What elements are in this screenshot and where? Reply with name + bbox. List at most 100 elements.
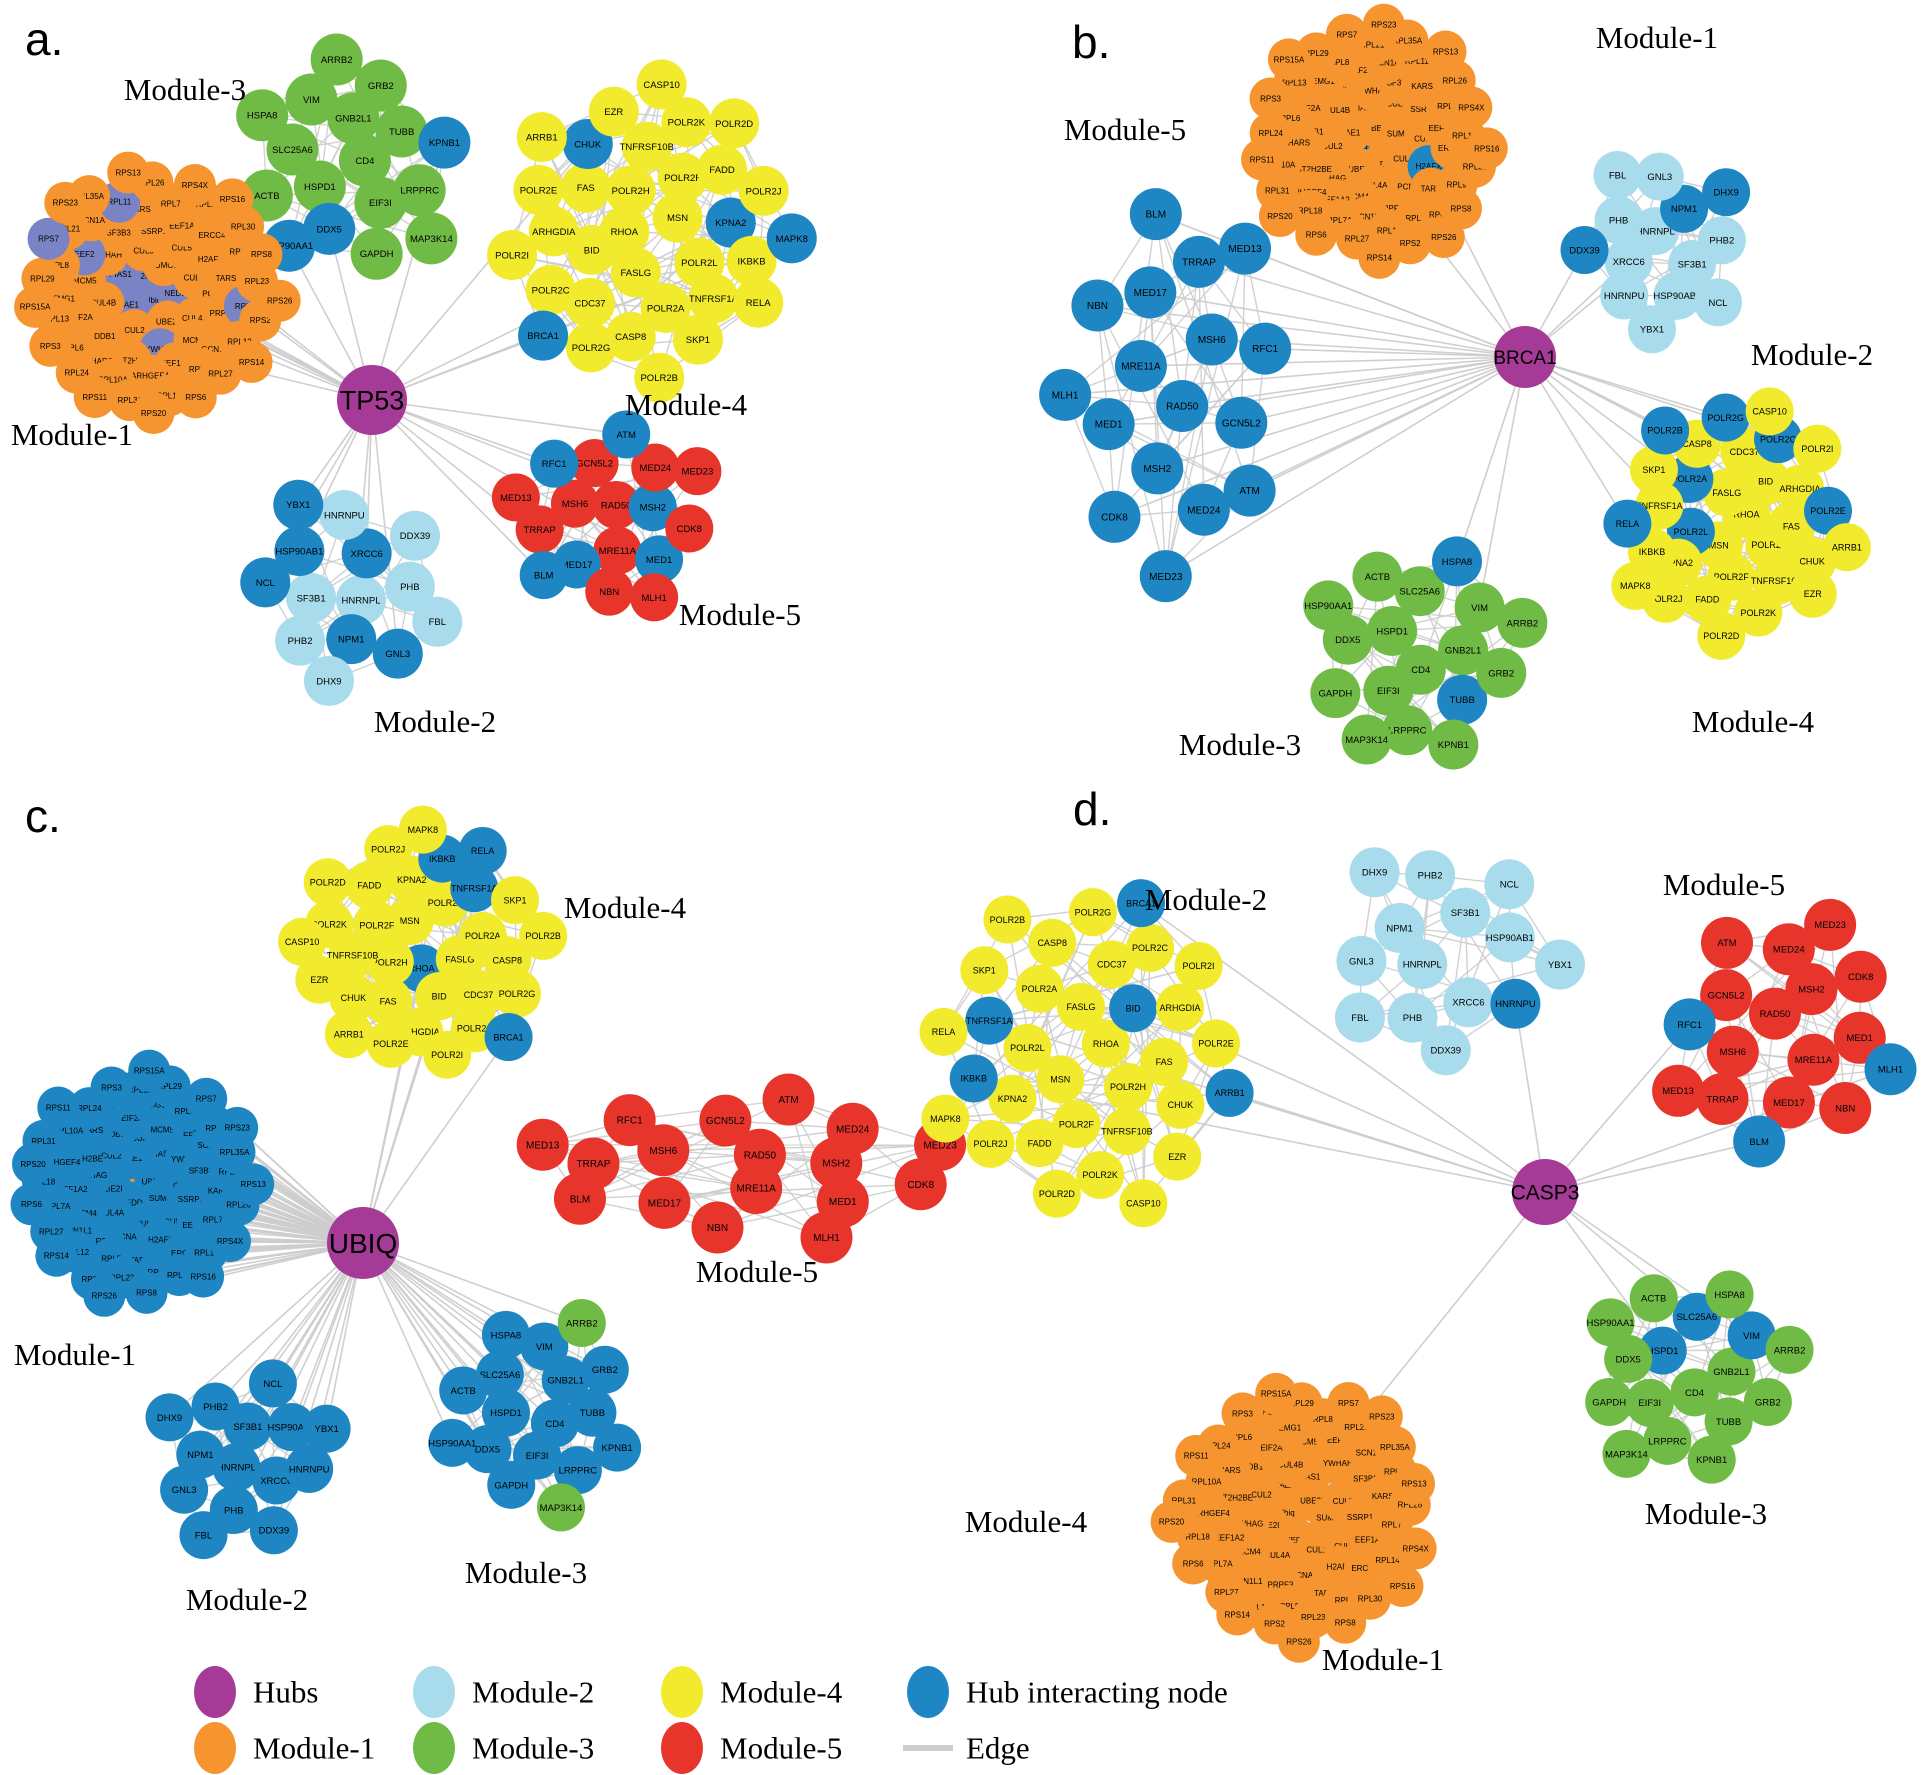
- node-MED13[interactable]: [1652, 1064, 1705, 1117]
- node-RFC1[interactable]: [1663, 998, 1716, 1051]
- node-RPS15A[interactable]: [128, 1049, 171, 1092]
- node-FBL[interactable]: [1593, 150, 1642, 199]
- node-FADD[interactable]: [345, 861, 394, 910]
- node-RPS6[interactable]: [1295, 213, 1338, 256]
- node-MSH2[interactable]: [1131, 442, 1184, 495]
- node-SLC25A6[interactable]: [475, 1350, 524, 1399]
- node-DHX9[interactable]: [303, 655, 354, 706]
- node-TUBB[interactable]: [1704, 1397, 1753, 1446]
- node-NPM1[interactable]: [1374, 902, 1425, 953]
- node-MLH1[interactable]: [1039, 368, 1092, 421]
- node-RPS11[interactable]: [37, 1086, 80, 1129]
- node-CASP10[interactable]: [1119, 1179, 1168, 1228]
- node-RELA[interactable]: [733, 277, 784, 328]
- node-KPNB1[interactable]: [593, 1423, 642, 1472]
- node-POLR2K[interactable]: [661, 97, 712, 148]
- node-POLR2G[interactable]: [565, 322, 616, 373]
- node-RPS7[interactable]: [1325, 13, 1368, 56]
- node-HSPA8[interactable]: [1705, 1270, 1754, 1319]
- node-RPS20[interactable]: [1258, 195, 1301, 238]
- node-SLC25A6[interactable]: [266, 123, 319, 176]
- node-RAD50[interactable]: [592, 480, 641, 529]
- node-HSP90AB1[interactable]: [1484, 912, 1535, 963]
- node-MAP3K14[interactable]: [405, 212, 458, 265]
- node-EIF3I[interactable]: [354, 176, 407, 229]
- node-FAS[interactable]: [364, 977, 413, 1026]
- node-HSPA8[interactable]: [481, 1310, 530, 1359]
- node-ATM[interactable]: [1223, 464, 1276, 517]
- node-TRRAP[interactable]: [1172, 235, 1225, 288]
- node-RPS13[interactable]: [1424, 30, 1467, 73]
- node-CD4[interactable]: [1670, 1368, 1719, 1417]
- node-YBX1[interactable]: [302, 1404, 351, 1453]
- node-MSN[interactable]: [1036, 1055, 1085, 1104]
- node-HSPA8[interactable]: [236, 89, 289, 142]
- node-HSP90AB1[interactable]: [1653, 271, 1702, 320]
- node-GRB2[interactable]: [580, 1345, 629, 1394]
- node-POLR2D[interactable]: [709, 98, 760, 149]
- node-NPM1[interactable]: [326, 614, 377, 665]
- node-RPS8[interactable]: [240, 233, 283, 276]
- node-MED23[interactable]: [1139, 550, 1192, 603]
- node-GCN5L2[interactable]: [1215, 396, 1268, 449]
- node-BLM[interactable]: [553, 1172, 606, 1225]
- node-RPS4X[interactable]: [209, 1220, 252, 1263]
- node-GAPDH[interactable]: [487, 1460, 536, 1509]
- hub-node-UBIQ[interactable]: [327, 1207, 399, 1279]
- node-RPS14[interactable]: [230, 340, 273, 383]
- node-RPS7[interactable]: [27, 217, 70, 260]
- node-DHX9[interactable]: [145, 1393, 194, 1442]
- node-TUBB[interactable]: [1437, 674, 1488, 725]
- node-NCL[interactable]: [1484, 859, 1535, 910]
- node-POLR2H[interactable]: [1104, 1062, 1153, 1111]
- node-CASP8[interactable]: [1028, 918, 1077, 967]
- node-YBX1[interactable]: [1627, 305, 1676, 354]
- node-TNFRSF10B[interactable]: [621, 121, 672, 172]
- node-FBL[interactable]: [179, 1511, 228, 1560]
- node-FAS[interactable]: [1767, 502, 1816, 551]
- node-POLR2E[interactable]: [1192, 1019, 1241, 1068]
- node-RPS8[interactable]: [125, 1271, 168, 1314]
- node-POLR2J[interactable]: [966, 1119, 1015, 1168]
- node-RPS20[interactable]: [1150, 1500, 1193, 1543]
- node-MAPK8[interactable]: [398, 805, 447, 854]
- node-RFC1[interactable]: [603, 1094, 656, 1147]
- node-HSP90AB1[interactable]: [267, 1403, 316, 1452]
- node-GRB2[interactable]: [1743, 1377, 1792, 1426]
- node-DDX39[interactable]: [249, 1506, 298, 1555]
- node-HSPD1[interactable]: [481, 1388, 530, 1437]
- node-POLR2A[interactable]: [1015, 964, 1064, 1013]
- node-FADD[interactable]: [1683, 575, 1732, 624]
- node-MED13[interactable]: [516, 1118, 569, 1171]
- node-TNFRSF1A[interactable]: [688, 273, 739, 324]
- node-RPS23[interactable]: [216, 1106, 259, 1149]
- node-POLR2D[interactable]: [1032, 1169, 1081, 1218]
- node-GNL3[interactable]: [1635, 152, 1684, 201]
- node-RPS20[interactable]: [132, 391, 175, 434]
- node-NBN[interactable]: [1819, 1081, 1872, 1134]
- node-VIM[interactable]: [285, 73, 338, 126]
- node-FADD[interactable]: [1015, 1119, 1064, 1168]
- node-POLR2G[interactable]: [492, 969, 541, 1018]
- node-SF3B1[interactable]: [1440, 887, 1491, 938]
- node-HSPD1[interactable]: [1367, 605, 1418, 656]
- node-SKP1[interactable]: [1629, 445, 1678, 494]
- node-BID[interactable]: [566, 224, 617, 275]
- node-VIM[interactable]: [1454, 582, 1505, 633]
- node-POLR2F[interactable]: [1052, 1100, 1101, 1149]
- node-DDX39[interactable]: [1420, 1025, 1471, 1076]
- node-CDC37[interactable]: [1087, 940, 1136, 989]
- node-MED17[interactable]: [638, 1176, 691, 1229]
- node-XRCC6[interactable]: [341, 528, 392, 579]
- node-MAP3K14[interactable]: [536, 1483, 585, 1532]
- node-NBN[interactable]: [1071, 279, 1124, 332]
- node-RPS23[interactable]: [1362, 3, 1405, 46]
- node-MED17[interactable]: [1124, 266, 1177, 319]
- node-EZR[interactable]: [1153, 1132, 1202, 1181]
- node-GAPDH[interactable]: [1585, 1377, 1634, 1426]
- node-MAP3K14[interactable]: [1602, 1429, 1651, 1478]
- node-HNRNPU[interactable]: [1490, 978, 1541, 1029]
- node-CDC37[interactable]: [564, 277, 615, 328]
- node-KPNA2[interactable]: [705, 197, 756, 248]
- node-RAD50[interactable]: [1748, 987, 1801, 1040]
